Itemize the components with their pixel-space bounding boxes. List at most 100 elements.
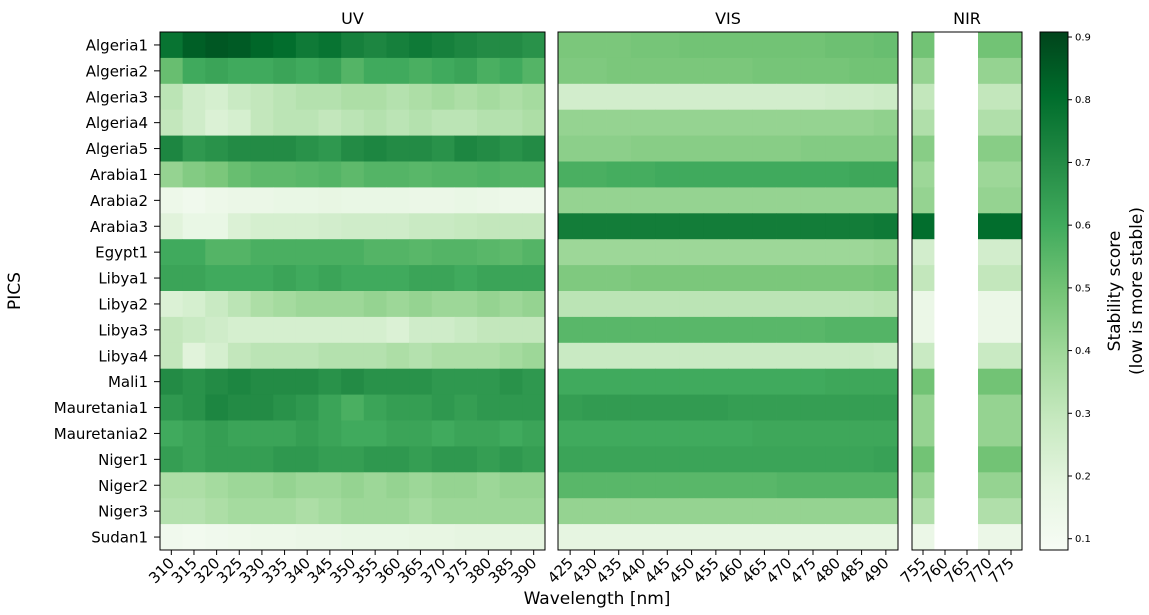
y-tick-label: Libya4 [98,347,148,365]
heat-cell [273,135,297,162]
heat-cell [227,161,251,188]
heat-cell [363,420,387,447]
heat-cell [522,420,546,447]
heat-cell [318,498,342,525]
heat-cell [499,109,523,136]
heat-cell [825,109,850,136]
heat-cell [477,446,501,473]
heat-cell [182,239,206,266]
heat-cell [431,291,455,318]
heat-cell [227,342,251,370]
heat-cell [849,187,875,214]
heat-cell [825,187,850,214]
heat-cell [679,109,705,136]
heat-cell [522,472,546,499]
heat-cell [873,446,899,473]
heat-cell [273,446,297,473]
heat-cell [318,524,342,551]
heat-cell [182,446,206,473]
heat-cell [558,161,583,188]
heat-cell [318,57,342,85]
heat-cell [295,472,319,499]
heat-cell [776,446,802,473]
colorbar-tick-label: 0.4 [1075,346,1091,357]
heat-cell [522,187,546,214]
heat-cell [703,368,729,395]
heat-cell [522,446,546,473]
heat-cell [341,213,365,240]
heat-cell [341,316,365,344]
heat-cell [409,57,433,85]
heat-cell [341,394,365,421]
heat-cell [606,109,632,136]
heat-cell [182,472,206,499]
panel-title: UV [341,9,364,28]
heat-cell [703,32,729,59]
heat-cell [227,135,251,162]
heat-cell [655,265,680,292]
heat-cell [800,316,826,344]
heat-cell [606,498,632,525]
heat-cell [341,472,365,499]
y-tick-label: Niger3 [98,503,148,521]
heat-cell [912,368,935,395]
heat-cell [752,161,777,188]
heat-cell [825,524,850,551]
heat-cell [182,265,206,292]
heat-cell [205,420,229,447]
heat-cell [800,291,826,318]
heat-cell [912,239,935,266]
heat-cell [728,239,753,266]
heat-cell [978,83,1001,111]
heat-cell [454,472,478,499]
heat-cell [849,161,875,188]
heat-cell [978,239,1001,266]
heat-cell [205,316,229,344]
heat-cell [386,161,410,188]
heat-cell [295,83,319,111]
heat-cell [606,135,632,162]
heat-cell [318,109,342,136]
colorbar-label: Stability score [1105,231,1125,352]
heat-cell [752,239,777,266]
heat-cell [341,446,365,473]
heat-cell [386,446,410,473]
heat-cell [1000,239,1023,266]
heat-cell [431,368,455,395]
heat-cell [250,446,274,473]
heat-cell [873,187,899,214]
heat-cell [873,239,899,266]
heat-cell [386,187,410,214]
y-tick-label: Arabia2 [90,192,148,210]
heat-cell [800,57,826,85]
heat-cell [1000,213,1023,240]
heat-cell [679,394,705,421]
heat-cell [978,524,1001,551]
heat-cell [160,32,184,59]
heat-cell [477,342,501,370]
heat-cell [655,32,680,59]
heat-cell [250,57,274,85]
heat-cell [454,342,478,370]
y-tick-label: Arabia3 [90,218,148,236]
heat-cell [912,109,935,136]
heat-cell [655,291,680,318]
heat-cell [655,83,680,111]
heat-cell [499,524,523,551]
y-tick-label: Libya2 [98,295,148,313]
heat-cell [728,394,753,421]
heat-cell [431,498,455,525]
y-tick-label: Arabia1 [90,166,148,184]
heat-cell [160,368,184,395]
heat-cell [630,472,656,499]
heat-cell [752,446,777,473]
heat-cell [205,109,229,136]
heat-cell [227,394,251,421]
heat-cell [873,420,899,447]
heat-cell [703,472,729,499]
heat-cell [825,213,850,240]
heat-cell [454,32,478,59]
heat-cell [978,472,1001,499]
heat-cell [582,524,607,551]
heat-cell [800,446,826,473]
